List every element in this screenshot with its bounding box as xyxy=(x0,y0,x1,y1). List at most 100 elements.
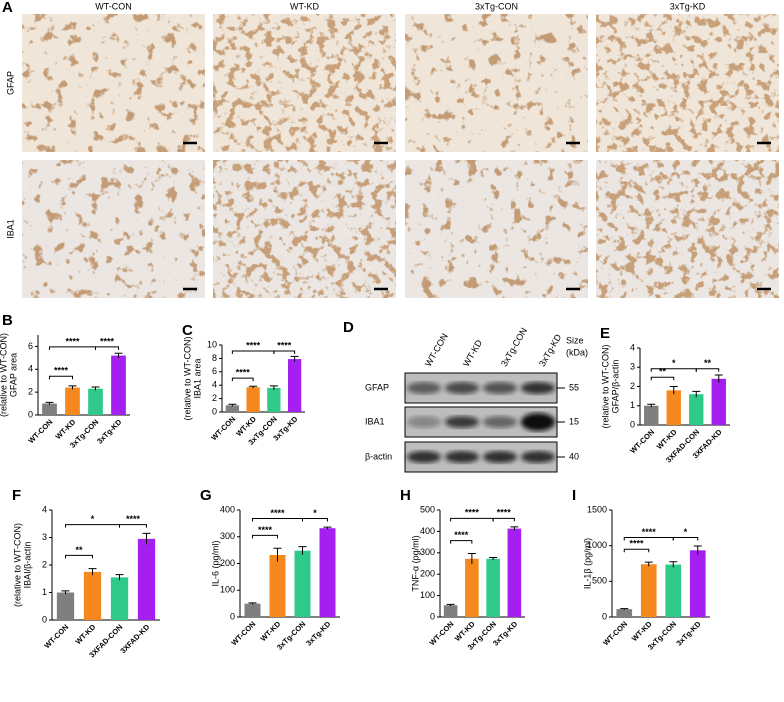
panel-label: G xyxy=(200,487,212,504)
band xyxy=(444,416,480,428)
error-bar xyxy=(669,561,678,568)
significance-label: **** xyxy=(258,525,273,535)
error-bar xyxy=(693,545,702,555)
significance-bracket xyxy=(49,346,96,350)
x-tick-label: 3xTg-KD xyxy=(304,619,333,648)
error-bar xyxy=(620,608,629,610)
y-tick-label: 6 xyxy=(212,366,217,376)
panel-label: D xyxy=(343,319,354,336)
y-tick-label: 4 xyxy=(630,342,635,352)
band xyxy=(520,451,556,463)
bar xyxy=(294,550,311,617)
significance-label: * xyxy=(313,508,317,518)
significance-bracket xyxy=(65,554,93,559)
y-axis-label: (relative to WT-CON) xyxy=(182,336,192,420)
y-tick-label: 500 xyxy=(420,504,435,514)
column-label: 3xTg-KD xyxy=(670,1,706,11)
y-tick-label: 2 xyxy=(42,559,47,569)
band xyxy=(482,382,518,394)
error-bar xyxy=(644,561,653,567)
y-axis-label: IBAI/β-actin xyxy=(22,542,32,589)
significance-bracket xyxy=(95,346,119,350)
significance-label: **** xyxy=(642,527,657,537)
x-tick-label: WT-CON xyxy=(229,619,257,647)
y-tick-label: 2 xyxy=(28,387,33,397)
y-tick-label: 1 xyxy=(42,587,47,597)
significance-label: ** xyxy=(659,367,667,377)
bar xyxy=(644,405,659,425)
significance-bracket xyxy=(450,517,494,522)
significance-bracket xyxy=(119,524,147,528)
y-tick-label: 1000 xyxy=(587,540,607,550)
y-tick-label: 4 xyxy=(42,504,47,514)
y-axis-label: TNF-α (pg/ml) xyxy=(410,535,420,591)
band xyxy=(444,382,480,394)
y-tick-label: 200 xyxy=(420,569,435,579)
y-axis-label: GFAP/β-actin xyxy=(610,360,620,414)
y-tick-label: 8 xyxy=(212,353,217,363)
x-tick-label: WT-CON xyxy=(428,619,456,647)
panel-label: A xyxy=(2,0,13,16)
x-tick-label: WT-CON xyxy=(628,427,656,455)
significance-label: **** xyxy=(236,368,251,378)
bar xyxy=(711,378,726,425)
stain xyxy=(405,160,588,298)
significance-bracket xyxy=(231,350,275,355)
y-tick-label: 0 xyxy=(230,611,235,621)
y-axis-label: IL-1β (pg/ml) xyxy=(582,538,592,589)
significance-bracket xyxy=(695,368,720,372)
y-tick-label: 0 xyxy=(42,614,47,624)
bar xyxy=(616,609,633,617)
size-value: 55 xyxy=(569,382,579,392)
size-label: Size xyxy=(566,335,584,345)
panel-label: C xyxy=(182,322,193,339)
y-axis-label: IBA1 area xyxy=(192,358,202,398)
panel-label: B xyxy=(2,312,13,329)
bar xyxy=(110,577,129,620)
column-label: 3xTg-CON xyxy=(475,1,518,11)
x-tick-label: WT-KD xyxy=(259,619,283,643)
panel-label: E xyxy=(600,325,610,342)
error-bar xyxy=(290,355,299,362)
y-axis-label: (relative to WT-CON) xyxy=(0,333,8,417)
band xyxy=(482,451,518,463)
lane-label: 3xTg-CON xyxy=(499,326,529,368)
x-tick-label: 3xTg-KD xyxy=(95,417,124,446)
significance-label: * xyxy=(684,527,688,537)
bar xyxy=(665,564,682,617)
error-bar xyxy=(692,390,701,398)
error-bar xyxy=(249,385,258,389)
lane-label: 3xTg-KD xyxy=(537,332,564,368)
error-bar xyxy=(115,574,124,581)
bar xyxy=(486,558,500,617)
significance-bracket xyxy=(273,350,296,355)
bar xyxy=(666,390,681,425)
significance-bracket xyxy=(623,548,650,553)
error-bar xyxy=(714,374,723,383)
y-tick-label: 400 xyxy=(420,526,435,536)
y-tick-label: 100 xyxy=(420,590,435,600)
y-tick-label: 1500 xyxy=(587,504,607,514)
y-tick-label: 3 xyxy=(630,362,635,372)
error-bar xyxy=(669,386,678,395)
significance-label: ** xyxy=(75,545,83,555)
significance-bracket xyxy=(231,377,254,382)
band xyxy=(406,382,442,394)
stain xyxy=(213,160,396,298)
bar xyxy=(56,592,75,620)
stain xyxy=(213,14,396,152)
significance-bracket xyxy=(302,518,328,522)
bar xyxy=(65,387,80,415)
y-tick-label: 500 xyxy=(592,576,607,586)
significance-label: * xyxy=(91,514,95,524)
column-label: WT-CON xyxy=(95,1,132,11)
stain xyxy=(596,14,779,152)
size-label: (kDa) xyxy=(566,347,588,357)
error-bar xyxy=(248,602,257,605)
band xyxy=(406,451,442,463)
significance-bracket xyxy=(252,534,278,539)
row-label: IBA1 xyxy=(5,219,15,239)
error-bar xyxy=(45,401,54,405)
significance-label: **** xyxy=(100,336,115,346)
